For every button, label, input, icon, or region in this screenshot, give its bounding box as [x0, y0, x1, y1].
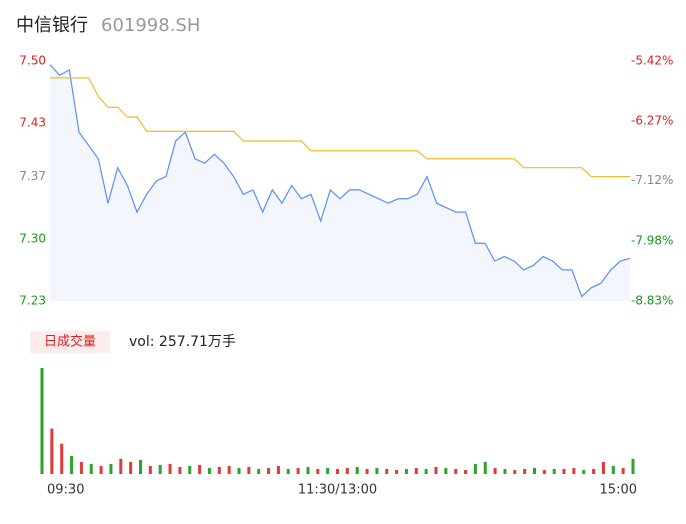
volume-bar	[464, 469, 468, 474]
x-tick-label: 15:00	[600, 483, 637, 498]
y2-tick-label: -8.83%	[631, 294, 673, 308]
y-tick-label: 7.30	[19, 231, 46, 245]
volume-bar	[257, 468, 261, 474]
volume-bar	[385, 468, 389, 474]
volume-bar	[601, 461, 605, 474]
volume-bar	[493, 467, 497, 474]
volume-bar	[552, 468, 556, 474]
volume-bar	[345, 467, 349, 474]
volume-bar	[267, 467, 271, 474]
volume-bar	[148, 465, 152, 474]
volume-tag-bg	[30, 331, 110, 353]
volume-bar	[523, 468, 527, 474]
x-tick-label: 11:30/13:00	[298, 483, 377, 498]
volume-bar	[50, 428, 54, 474]
volume-bar	[217, 466, 221, 474]
volume-bar	[129, 461, 133, 474]
volume-bar	[109, 463, 113, 474]
volume-bar	[99, 465, 103, 474]
volume-bar	[454, 468, 458, 474]
volume-bar	[168, 463, 172, 474]
y2-tick-label: -5.42%	[631, 54, 673, 68]
y2-tick-label: -7.12%	[631, 173, 673, 187]
volume-bar	[139, 459, 142, 474]
volume-bar	[247, 466, 251, 474]
volume-bar	[79, 461, 83, 474]
volume-bar	[158, 464, 162, 474]
y-tick-label: 7.50	[19, 54, 46, 68]
volume-bar	[89, 463, 93, 474]
volume-bar	[296, 467, 300, 474]
volume-bar	[365, 468, 369, 474]
price-line	[49, 64, 631, 298]
y-tick-label: 7.23	[19, 294, 46, 308]
volume-bar	[178, 466, 182, 474]
volume-bar	[198, 464, 202, 474]
volume-bar	[395, 469, 399, 474]
stock-code: 601998.SH	[101, 15, 200, 36]
volume-tag: 日成交量	[44, 334, 96, 350]
price-area	[50, 64, 630, 301]
volume-bar	[70, 455, 74, 474]
volume-bar	[355, 466, 359, 474]
volume-bar	[375, 467, 379, 474]
volume-bar	[513, 469, 517, 474]
y-tick-label: 7.37	[19, 169, 46, 183]
volume-bar	[227, 465, 231, 474]
volume-bar	[562, 468, 566, 474]
volume-total: vol: 257.71万手	[129, 334, 236, 350]
volume-bar	[306, 466, 310, 474]
volume-bar	[326, 467, 330, 474]
volume-bar	[582, 469, 586, 474]
volume-bar	[286, 468, 290, 474]
volume-bar	[119, 458, 123, 474]
volume-bar	[237, 467, 241, 474]
volume-bar	[336, 468, 339, 474]
volume-bar	[572, 467, 576, 474]
volume-bar	[621, 467, 625, 474]
volume-bar	[473, 463, 477, 474]
stock-name: 中信银行	[16, 15, 88, 36]
volume-bar	[503, 468, 507, 474]
volume-bar	[404, 468, 408, 474]
volume-bar	[434, 466, 438, 474]
volume-bar	[414, 467, 418, 474]
volume-bar	[631, 458, 635, 474]
volume-bar	[188, 465, 192, 474]
y2-tick-label: -7.98%	[631, 234, 673, 248]
volume-bar	[533, 467, 536, 474]
volume-bar	[276, 465, 280, 474]
volume-bar	[444, 467, 448, 474]
volume-bar	[316, 468, 320, 474]
volume-bar	[424, 468, 428, 474]
volume-bar	[60, 443, 64, 474]
volume-bar	[207, 467, 211, 474]
x-tick-label: 09:30	[47, 483, 84, 498]
volume-bar	[40, 368, 44, 474]
volume-bar	[483, 461, 487, 474]
volume-bar	[542, 469, 546, 474]
volume-bar	[592, 468, 596, 474]
y-tick-label: 7.43	[19, 116, 46, 130]
volume-bar	[611, 465, 615, 474]
average-line	[50, 77, 630, 178]
y2-tick-label: -6.27%	[631, 113, 673, 127]
